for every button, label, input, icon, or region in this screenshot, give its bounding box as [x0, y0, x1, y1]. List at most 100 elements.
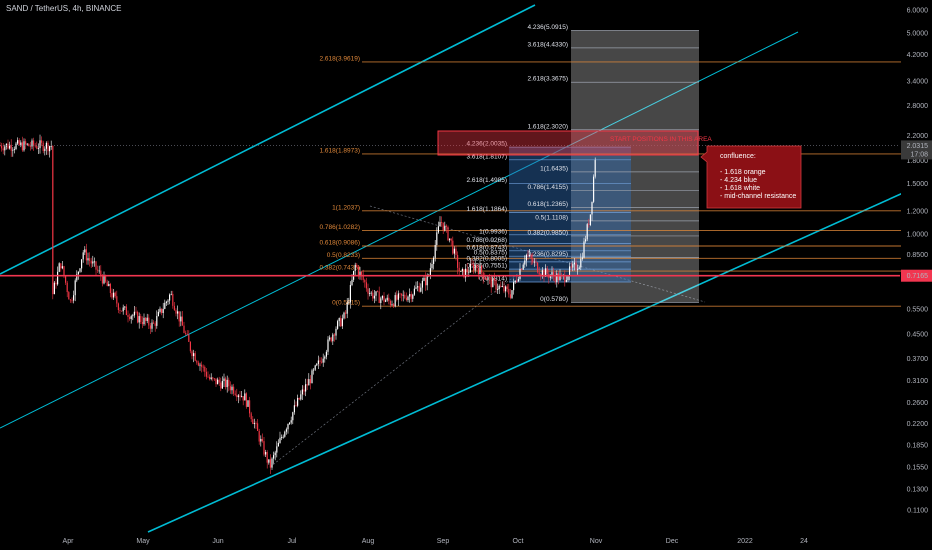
- candle-body: [351, 279, 353, 286]
- candle-body: [357, 267, 359, 276]
- candle-body: [129, 316, 131, 319]
- candle-body: [60, 263, 62, 269]
- fib-white-label: 0.5(1.1108): [535, 214, 568, 221]
- candle-body: [489, 277, 491, 279]
- candle-body: [82, 252, 84, 260]
- candle-body: [466, 268, 468, 273]
- candle-body: [191, 351, 193, 357]
- candle-body: [361, 271, 363, 275]
- candle-body: [457, 254, 459, 268]
- price-tick-label: 0.1100: [907, 508, 928, 515]
- price-tick-label: 2.2000: [907, 133, 929, 140]
- candle-body: [26, 143, 28, 145]
- candle-body: [557, 273, 559, 281]
- candle-body: [98, 270, 100, 272]
- candle-body: [383, 295, 385, 302]
- candle-body: [594, 160, 596, 177]
- time-tick-label: 2022: [737, 538, 753, 545]
- candle-body: [402, 294, 404, 296]
- candle-body: [10, 144, 12, 151]
- candle-body: [437, 226, 439, 233]
- countdown-label: 17:08: [910, 151, 928, 158]
- candle-body: [445, 225, 447, 227]
- candle-body: [293, 405, 295, 413]
- candle-body: [265, 452, 267, 455]
- candle-body: [66, 282, 68, 293]
- candle-body: [169, 294, 171, 301]
- candle-body: [52, 145, 54, 295]
- candle-body: [285, 429, 287, 432]
- fib-blue-label: 1(0.9936): [479, 228, 507, 235]
- candle-body: [37, 148, 39, 149]
- candle-body: [477, 268, 479, 275]
- marked-price-tag: [901, 269, 932, 282]
- candle-body: [397, 293, 399, 300]
- candle-body: [132, 315, 134, 317]
- candle-body: [130, 316, 132, 319]
- candle-body: [242, 396, 244, 401]
- candle-body: [204, 366, 206, 372]
- candle-body: [405, 297, 407, 301]
- candle-body: [369, 293, 371, 294]
- channel-lower-line: [147, 179, 932, 533]
- candle-body: [12, 149, 14, 151]
- candle-body: [375, 291, 377, 296]
- price-tick-label: 1.5000: [907, 181, 929, 188]
- price-axis: 6.0000 5.0000 4.2000 3.4000 2.8000 2.2000 1.80…: [901, 0, 932, 550]
- candle-body: [314, 365, 316, 370]
- candle-body: [25, 141, 27, 145]
- candle-body: [570, 266, 572, 268]
- candle-body: [471, 263, 473, 265]
- candle-body: [381, 295, 383, 299]
- candle-body: [516, 280, 518, 282]
- candle-body: [572, 264, 574, 268]
- fib-orange-label: 1(1.2037): [332, 204, 360, 211]
- candle-body: [138, 316, 140, 323]
- candle-body: [585, 239, 587, 242]
- candle-body: [415, 287, 417, 289]
- candle-body: [377, 291, 379, 293]
- candle-body: [364, 279, 366, 283]
- candle-body: [20, 142, 22, 145]
- candle-body: [423, 277, 425, 281]
- candle-body: [276, 446, 278, 453]
- candle-body: [153, 322, 155, 324]
- price-tick-label: 0.3100: [907, 378, 929, 385]
- candle-body: [281, 437, 283, 438]
- candle-body: [263, 441, 265, 455]
- candle-body: [162, 308, 164, 313]
- candle-body: [503, 286, 505, 292]
- candle-body: [177, 311, 179, 314]
- candle-body: [186, 333, 188, 335]
- price-tick-label: 1.8000: [907, 158, 929, 165]
- fib-white-label: 0.382(0.9850): [528, 229, 568, 236]
- price-tick-label: 0.1550: [907, 465, 929, 472]
- fib-blue-label: 1.618(1.1864): [467, 206, 507, 213]
- candle-body: [159, 308, 161, 312]
- candle-body: [525, 254, 527, 261]
- price-tick-label: 0.4500: [907, 331, 929, 338]
- candle-body: [148, 317, 150, 326]
- price-tick-label: 1.0000: [907, 232, 929, 239]
- candle-body: [439, 222, 441, 227]
- callout-line: confluence:: [720, 153, 756, 160]
- candle-body: [279, 437, 281, 443]
- price-tick-label: 0.1850: [907, 442, 929, 449]
- current-price-label: 2.0315: [907, 143, 929, 150]
- candle-body: [226, 379, 228, 388]
- candle-body: [73, 295, 75, 301]
- time-tick-label: Oct: [513, 538, 524, 545]
- candle-body: [29, 146, 31, 147]
- candle-body: [173, 305, 175, 311]
- candle-body: [260, 438, 262, 442]
- candle-body: [92, 261, 94, 264]
- candle-body: [220, 382, 222, 389]
- time-tick-label: Nov: [590, 538, 603, 545]
- candle-body: [461, 269, 463, 272]
- candle-body: [463, 269, 465, 278]
- candle-body: [517, 278, 519, 282]
- candle-body: [170, 293, 172, 295]
- candle-body: [388, 297, 390, 301]
- candle-body: [28, 143, 30, 147]
